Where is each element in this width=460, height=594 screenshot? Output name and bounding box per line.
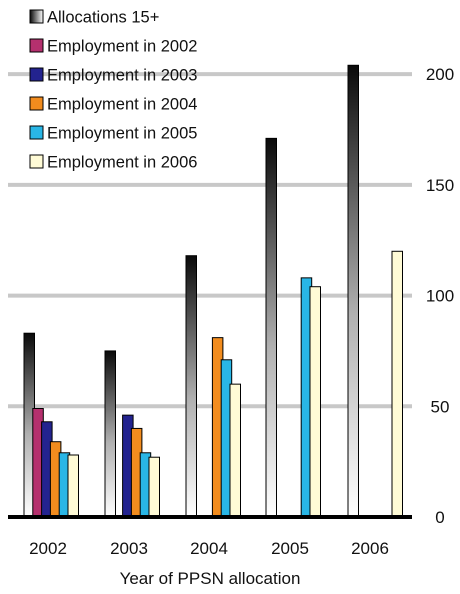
bar-2003-series-5	[148, 456, 160, 518]
bar-2005-series-5	[309, 286, 321, 518]
x-tick-labels: 2002 2003 2004 2005 2006	[29, 539, 389, 558]
legend: Allocations 15+ Employment in 2002 Employm…	[29, 9, 197, 172]
bar-2006-series-0	[347, 64, 359, 518]
y-tick-label: 100	[426, 287, 454, 306]
bar-2004-series-5	[229, 383, 241, 518]
x-tick-label: 2005	[271, 539, 309, 558]
bar-2004-series-0	[185, 255, 197, 518]
legend-swatch	[29, 96, 44, 111]
bar-2006-series-5	[391, 250, 403, 518]
x-axis-title: Year of PPSN allocation	[120, 569, 301, 588]
legend-label: Employment in 2004	[47, 96, 197, 114]
x-tick-label: 2003	[110, 539, 148, 558]
bar-2002-series-5	[67, 454, 79, 518]
gridlines	[8, 72, 412, 409]
legend-label: Employment in 2005	[47, 125, 197, 143]
legend-label: Employment in 2002	[47, 38, 197, 56]
bar-2005-series-0	[265, 137, 277, 518]
legend-swatch	[29, 38, 44, 53]
x-tick-label: 2002	[29, 539, 67, 558]
legend-swatch	[29, 125, 44, 140]
legend-swatch	[29, 67, 44, 82]
legend-label: Allocations 15+	[47, 9, 159, 27]
x-tick-label: 2006	[351, 539, 389, 558]
y-tick-label: 50	[431, 397, 450, 416]
bar-2003-series-0	[104, 350, 116, 518]
legend-swatch	[29, 154, 44, 169]
legend-swatch	[29, 9, 44, 24]
y-tick-label: 200	[426, 65, 454, 84]
legend-label: Employment in 2003	[47, 67, 197, 85]
legend-label: Employment in 2006	[47, 154, 197, 172]
y-tick-labels: 0 50 100 150 200	[426, 65, 454, 527]
y-tick-label: 0	[435, 508, 444, 527]
x-tick-label: 2004	[190, 539, 228, 558]
y-tick-label: 150	[426, 176, 454, 195]
bars	[23, 64, 403, 518]
